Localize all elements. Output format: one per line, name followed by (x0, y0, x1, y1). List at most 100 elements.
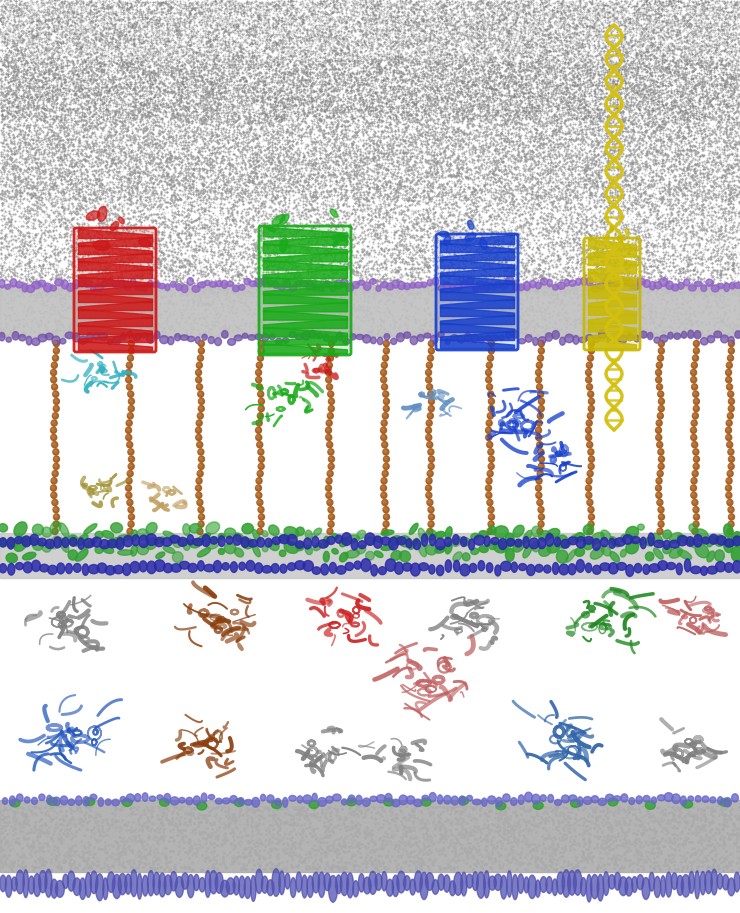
Point (611, 95, 623, 110)
Point (503, 163, 515, 178)
Point (538, 96, 550, 110)
Point (198, 163, 210, 177)
Point (127, 183, 138, 197)
Point (673, 102, 684, 117)
Point (0, 103, 7, 118)
Point (76, 100, 88, 114)
Point (30, 140, 42, 154)
Point (534, 853, 545, 867)
Point (29, 1, 41, 16)
Point (380, 53, 392, 68)
Point (306, 240, 317, 255)
Point (154, 0, 166, 14)
Point (121, 39, 133, 54)
Point (275, 26, 287, 41)
Point (280, 224, 292, 238)
Point (385, 184, 397, 199)
Point (93, 29, 105, 44)
Point (700, 0, 712, 8)
Point (200, 156, 212, 171)
Point (406, 26, 418, 41)
Point (312, 8, 324, 23)
Point (489, 275, 501, 289)
Point (383, 101, 395, 116)
Point (604, 129, 616, 143)
Point (266, 152, 278, 166)
Point (373, 9, 385, 24)
Point (405, 230, 417, 245)
Point (186, 165, 198, 180)
Point (24, 121, 36, 135)
Point (153, 30, 165, 45)
Point (415, 5, 427, 20)
Point (680, 23, 692, 37)
Point (690, 111, 702, 126)
Point (297, 106, 309, 121)
Point (121, 3, 133, 17)
Point (275, 82, 287, 97)
Point (484, 81, 496, 96)
Point (370, 164, 382, 179)
Point (173, 802, 185, 816)
Point (505, 159, 517, 173)
Point (231, 67, 243, 81)
Point (523, 281, 535, 296)
Point (128, 103, 140, 118)
Point (102, 202, 114, 216)
Point (237, 259, 249, 274)
Point (129, 0, 141, 15)
Point (204, 247, 215, 261)
Ellipse shape (425, 485, 431, 491)
Point (633, 177, 645, 192)
Point (312, 161, 324, 175)
Point (250, 152, 262, 167)
Point (615, 5, 627, 19)
Point (690, 36, 702, 50)
Point (579, 110, 591, 125)
Point (100, 182, 112, 196)
Ellipse shape (729, 456, 732, 459)
Point (110, 125, 121, 140)
Point (690, 224, 702, 238)
Point (124, 24, 136, 38)
Point (656, 2, 667, 16)
Point (189, 97, 201, 111)
Point (404, 68, 416, 83)
Point (628, 855, 640, 870)
Point (719, 215, 730, 230)
Point (110, 216, 122, 231)
Point (338, 229, 350, 244)
Point (265, 99, 277, 113)
Point (118, 142, 130, 156)
Point (265, 173, 277, 188)
Point (457, 11, 468, 26)
Point (544, 161, 556, 175)
Point (505, 0, 517, 12)
Point (245, 30, 257, 45)
Point (522, 45, 534, 59)
Point (549, 178, 561, 193)
Point (554, 816, 565, 831)
Point (657, 117, 669, 131)
Point (617, 251, 629, 266)
Point (418, 37, 430, 51)
Point (155, 112, 167, 127)
Point (198, 287, 209, 301)
Point (394, 805, 406, 820)
Point (244, 10, 256, 25)
Point (329, 183, 341, 197)
Point (177, 8, 189, 23)
Point (609, 16, 621, 30)
Point (408, 208, 420, 223)
Ellipse shape (75, 534, 88, 546)
Point (693, 280, 705, 295)
Point (258, 318, 269, 332)
Point (231, 24, 243, 38)
Point (577, 332, 589, 347)
Point (123, 105, 135, 120)
Point (535, 197, 547, 212)
Point (511, 257, 523, 271)
Point (81, 287, 92, 301)
Point (491, 0, 503, 14)
Point (205, 233, 217, 247)
